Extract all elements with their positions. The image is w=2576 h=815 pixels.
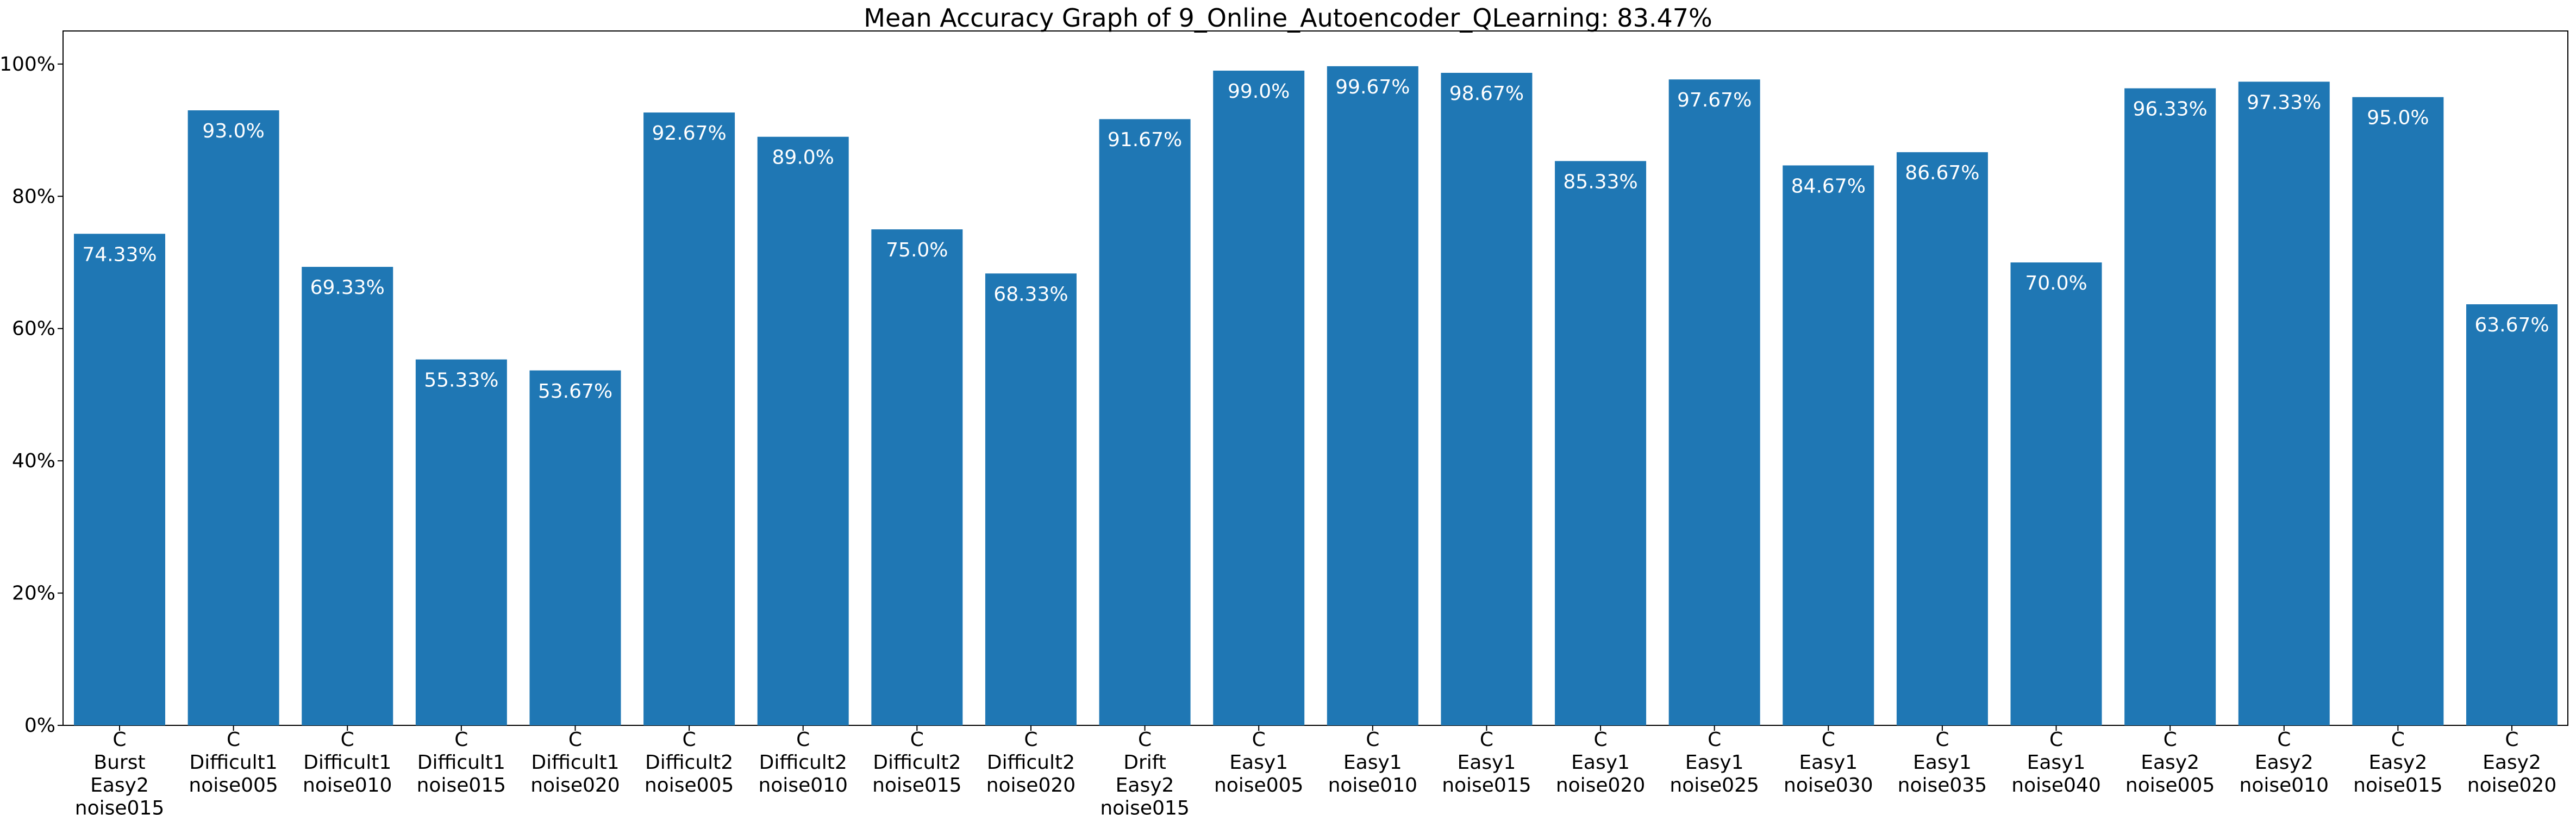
data-label: 63.67% bbox=[2474, 314, 2549, 336]
bar bbox=[1555, 161, 1647, 725]
data-label: 74.33% bbox=[82, 243, 157, 266]
data-label: 69.33% bbox=[310, 277, 385, 299]
data-label: 53.67% bbox=[538, 380, 612, 403]
data-label: 96.33% bbox=[2133, 98, 2208, 121]
data-label: 91.67% bbox=[1108, 129, 1182, 151]
bar bbox=[757, 136, 849, 725]
y-tick-label: 80% bbox=[12, 185, 55, 208]
bar bbox=[2238, 82, 2330, 725]
data-label: 97.67% bbox=[1677, 89, 1752, 111]
x-tick-label: C Difficult2 noise020 bbox=[986, 729, 1076, 797]
bar bbox=[1896, 152, 1988, 725]
x-tick-label: C Difficult1 noise020 bbox=[530, 729, 620, 797]
plot-frame bbox=[62, 30, 2568, 726]
x-tick-label: C Easy1 noise010 bbox=[1328, 729, 1417, 797]
bar bbox=[985, 273, 1077, 725]
bar bbox=[1783, 165, 1874, 726]
y-tick-label: 100% bbox=[0, 53, 55, 76]
bar bbox=[643, 112, 735, 725]
data-label: 92.67% bbox=[652, 122, 726, 145]
x-tick-label: C Easy1 noise005 bbox=[1214, 729, 1303, 797]
x-tick-label: C Easy1 noise015 bbox=[1442, 729, 1531, 797]
x-tick-label: C Difficult1 noise015 bbox=[417, 729, 506, 797]
bar bbox=[1099, 119, 1191, 726]
y-tick-label: 20% bbox=[12, 582, 55, 605]
chart-title: Mean Accuracy Graph of 9_Online_Autoenco… bbox=[864, 3, 1712, 33]
x-tick-label: C Easy1 noise040 bbox=[2011, 729, 2100, 797]
bar bbox=[415, 359, 507, 725]
x-tick-label: C Easy2 noise020 bbox=[2467, 729, 2556, 797]
x-tick-label: C Difficult1 noise005 bbox=[189, 729, 278, 797]
data-label: 93.0% bbox=[202, 120, 264, 142]
bar bbox=[529, 370, 621, 725]
bar bbox=[2352, 97, 2444, 726]
x-tick-label: C Easy2 noise010 bbox=[2240, 729, 2329, 797]
bar bbox=[1327, 66, 1418, 726]
x-tick-label: C Easy1 noise025 bbox=[1670, 729, 1759, 797]
bar bbox=[1213, 71, 1305, 725]
y-tick-label: 40% bbox=[12, 450, 55, 472]
data-label: 98.67% bbox=[1449, 83, 1524, 105]
data-label: 85.33% bbox=[1563, 171, 1637, 193]
x-tick-label: C Easy1 noise020 bbox=[1556, 729, 1645, 797]
x-tick-label: C Difficult2 noise010 bbox=[758, 729, 847, 797]
data-label: 97.33% bbox=[2247, 91, 2321, 114]
bar bbox=[2124, 88, 2216, 726]
bar bbox=[2466, 304, 2558, 725]
data-label: 86.67% bbox=[1905, 162, 1979, 184]
data-label: 89.0% bbox=[772, 147, 834, 169]
x-tick-label: C Easy2 noise005 bbox=[2125, 729, 2215, 797]
x-tick-label: C Difficult2 noise015 bbox=[872, 729, 961, 797]
data-label: 55.33% bbox=[424, 369, 498, 392]
data-label: 75.0% bbox=[886, 239, 948, 261]
y-tick-label: 60% bbox=[12, 318, 55, 340]
data-label: 95.0% bbox=[2367, 107, 2429, 129]
x-tick-label: C Drift Easy2 noise015 bbox=[1100, 729, 1189, 815]
bar bbox=[302, 267, 393, 725]
data-label: 99.67% bbox=[1335, 76, 1410, 98]
data-label: 70.0% bbox=[2025, 272, 2087, 294]
x-tick-label: C Easy1 noise035 bbox=[1898, 729, 1987, 797]
bar bbox=[74, 234, 165, 725]
data-label: 68.33% bbox=[993, 283, 1068, 305]
bar bbox=[187, 110, 279, 726]
x-tick-label: C Difficult2 noise005 bbox=[645, 729, 734, 797]
x-tick-label: C Easy2 noise015 bbox=[2353, 729, 2442, 797]
x-tick-label: C Easy1 noise030 bbox=[1784, 729, 1873, 797]
data-label: 99.0% bbox=[1228, 80, 1290, 103]
bar bbox=[1441, 73, 1533, 725]
bar bbox=[2010, 262, 2102, 725]
x-tick-label: C Difficult1 noise010 bbox=[303, 729, 392, 797]
x-tick-label: C Burst Easy2 noise015 bbox=[75, 729, 164, 815]
bar bbox=[1668, 79, 1760, 726]
bar bbox=[871, 229, 963, 726]
y-tick-label: 0% bbox=[24, 714, 55, 737]
data-label: 84.67% bbox=[1791, 175, 1866, 197]
